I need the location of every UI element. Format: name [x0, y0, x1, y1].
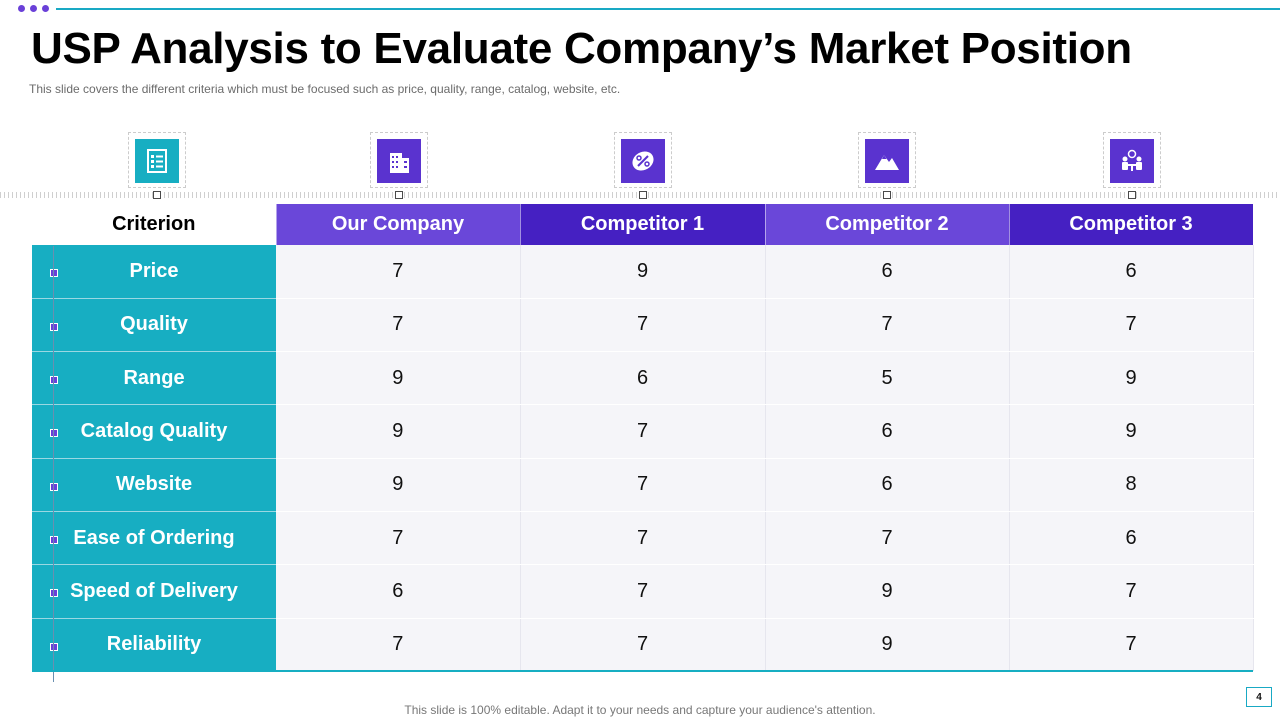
competitor-2-icon-frame: [858, 132, 916, 188]
score-cell: 5: [765, 351, 1010, 406]
row-marker: [50, 535, 58, 544]
table-row: Catalog Quality 9 7 6 9: [32, 404, 1254, 459]
score-cell: 7: [276, 245, 521, 299]
table-row: Price 7 9 6 6: [32, 245, 1254, 299]
score-cell: 6: [276, 564, 521, 619]
score-cell: 7: [276, 511, 521, 566]
top-accent-line: [56, 8, 1280, 10]
criterion-cell: Catalog Quality: [32, 404, 276, 459]
icon-handle: [153, 191, 161, 199]
row-marker: [50, 269, 58, 277]
score-cell: 7: [520, 564, 766, 619]
score-cell: 6: [520, 351, 766, 406]
score-cell: 9: [765, 618, 1010, 672]
criterion-label: Speed of Delivery: [70, 579, 238, 602]
building-icon: [377, 139, 421, 183]
icon-handle: [639, 191, 647, 199]
slide-subtitle: This slide covers the different criteria…: [29, 82, 621, 96]
score-cell: 9: [276, 458, 521, 512]
header-our-company: Our Company: [276, 204, 521, 245]
score-cell: 7: [520, 298, 766, 353]
table-row: Website 9 7 6 8: [32, 458, 1254, 512]
vertical-guide-line: [53, 246, 54, 682]
percent-tag-icon: [621, 139, 665, 183]
table-row: Speed of Delivery 6 7 9 7: [32, 564, 1254, 619]
header-competitor-3: Competitor 3: [1009, 204, 1254, 245]
score-cell: 9: [1009, 351, 1254, 406]
icon-handle: [1128, 191, 1136, 199]
score-cell: 7: [520, 618, 766, 672]
row-marker: [50, 429, 58, 438]
table-header-row: Criterion Our Company Competitor 1 Compe…: [32, 204, 1254, 245]
criterion-cell: Website: [32, 458, 276, 512]
criterion-label: Range: [123, 366, 185, 389]
criterion-cell: Range: [32, 351, 276, 406]
mountain-icon: [865, 139, 909, 183]
row-marker: [50, 589, 58, 598]
table-row: Ease of Ordering 7 7 7 6: [32, 511, 1254, 566]
criterion-label: Ease of Ordering: [73, 526, 235, 549]
score-cell: 6: [1009, 245, 1254, 299]
row-marker: [50, 642, 58, 651]
row-marker: [50, 322, 58, 331]
criterion-icon-frame: [128, 132, 186, 188]
score-cell: 9: [276, 351, 521, 406]
checklist-icon: [135, 139, 179, 183]
criterion-label: Catalog Quality: [80, 420, 228, 443]
table-row: Quality 7 7 7 7: [32, 298, 1254, 353]
criterion-label: Quality: [120, 313, 188, 336]
score-cell: 7: [1009, 564, 1254, 619]
table-row: Range 9 6 5 9: [32, 351, 1254, 406]
score-cell: 6: [765, 245, 1010, 299]
score-cell: 6: [1009, 511, 1254, 566]
score-cell: 9: [1009, 404, 1254, 459]
icon-handle: [395, 191, 403, 199]
criterion-cell: Price: [32, 245, 276, 299]
row-marker: [50, 376, 58, 385]
score-cell: 9: [520, 245, 766, 299]
criterion-label: Price: [129, 259, 179, 282]
competitor-1-icon-frame: [614, 132, 672, 188]
row-marker: [50, 482, 58, 491]
decorative-dots: [18, 5, 49, 12]
criterion-label: Reliability: [106, 633, 202, 656]
criterion-cell: Ease of Ordering: [32, 511, 276, 566]
score-cell: 9: [276, 404, 521, 459]
score-cell: 7: [520, 458, 766, 512]
score-cell: 7: [276, 298, 521, 353]
score-cell: 7: [520, 404, 766, 459]
score-cell: 7: [765, 298, 1010, 353]
slide-title: USP Analysis to Evaluate Company’s Marke…: [31, 24, 1132, 73]
criterion-label: Website: [115, 473, 193, 496]
score-cell: 7: [520, 511, 766, 566]
score-cell: 7: [1009, 618, 1254, 672]
header-competitor-2: Competitor 2: [765, 204, 1010, 245]
table-bottom-rule: [32, 670, 1253, 672]
our-company-icon-frame: [370, 132, 428, 188]
score-cell: 6: [765, 404, 1010, 459]
score-cell: 7: [1009, 298, 1254, 353]
meeting-icon: [1110, 139, 1154, 183]
footer-note: This slide is 100% editable. Adapt it to…: [404, 703, 876, 717]
header-criterion: Criterion: [32, 204, 277, 245]
score-cell: 8: [1009, 458, 1254, 512]
score-cell: 7: [765, 511, 1010, 566]
header-competitor-1: Competitor 1: [520, 204, 766, 245]
score-cell: 7: [276, 618, 521, 672]
icon-handle: [883, 191, 891, 199]
score-cell: 6: [765, 458, 1010, 512]
score-cell: 9: [765, 564, 1010, 619]
table-row: Reliability 7 7 9 7: [32, 618, 1254, 672]
criterion-cell: Reliability: [32, 618, 276, 672]
page-number: 4: [1246, 687, 1272, 707]
competitor-3-icon-frame: [1103, 132, 1161, 188]
usp-table: Criterion Our Company Competitor 1 Compe…: [32, 204, 1254, 672]
criterion-cell: Quality: [32, 298, 276, 353]
criterion-cell: Speed of Delivery: [32, 564, 276, 619]
